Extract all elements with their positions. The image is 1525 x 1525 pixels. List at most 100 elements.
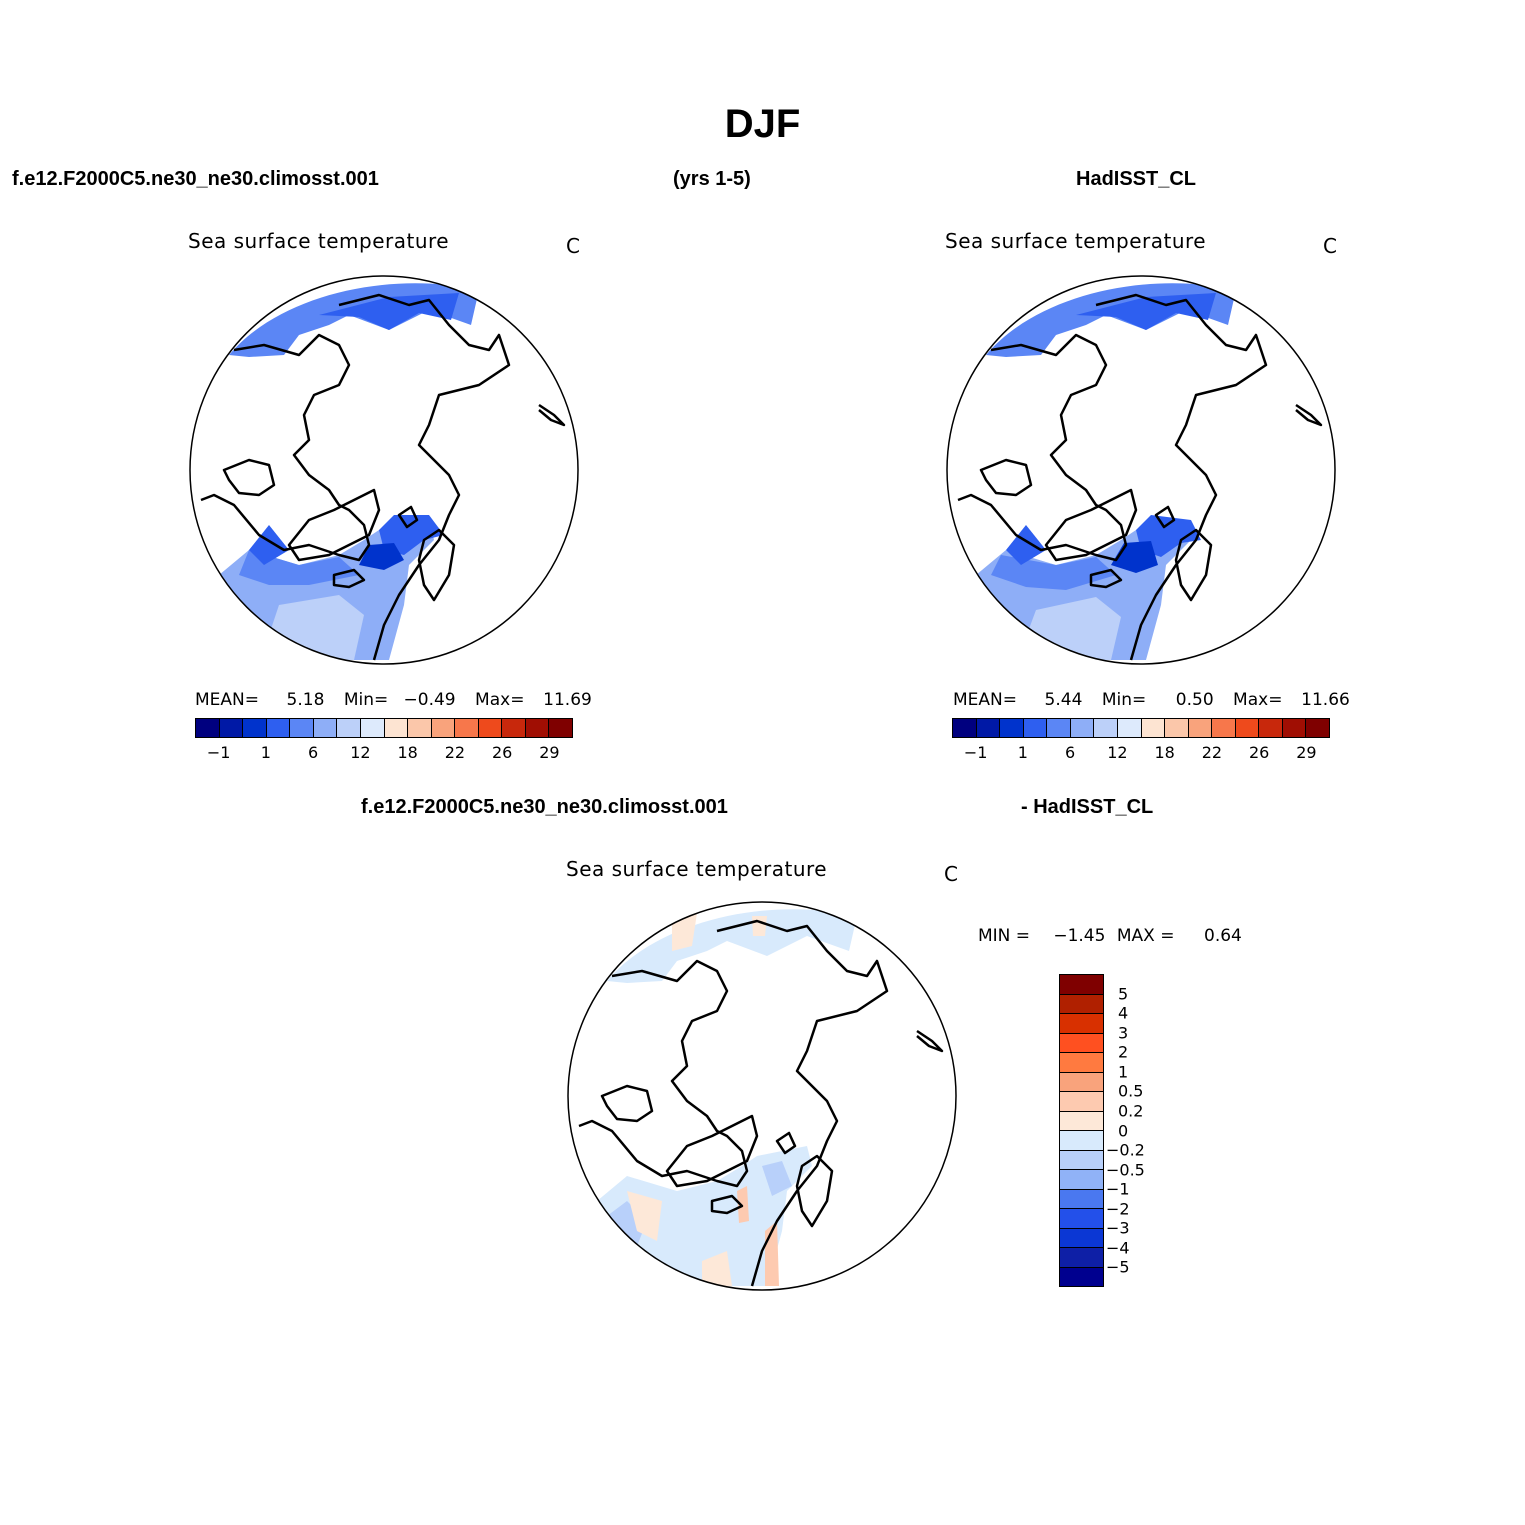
colorbar-swatch <box>313 719 338 737</box>
scandinavia <box>795 1154 834 1228</box>
colorbar-tick-label: 1 <box>1017 743 1028 762</box>
colorbar-swatch <box>953 719 977 737</box>
kamchatka <box>538 403 566 427</box>
nordic-seas-colder <box>359 543 404 570</box>
pacific-diff-region <box>607 909 857 983</box>
colorbar-swatch <box>1060 1189 1103 1209</box>
colorbar-swatch <box>1060 1248 1103 1268</box>
svalbard-diff-warm <box>737 1186 749 1223</box>
diff-obs-header: - HadISST_CL <box>1021 796 1154 818</box>
colorbar-swatch <box>431 719 456 737</box>
colorbar-tick-label: 4 <box>1118 1003 1129 1023</box>
scandinavia <box>417 528 456 602</box>
colorbar-tick-label: 29 <box>539 743 560 762</box>
colorbar-swatch <box>1060 1033 1103 1053</box>
kamchatka <box>916 1029 944 1053</box>
colorbar-swatch <box>1060 1131 1103 1151</box>
min-label: Min= <box>343 690 389 710</box>
max-label: Max= <box>475 690 525 710</box>
colorbar-swatch <box>1259 719 1283 737</box>
colorbar-tick-label: 22 <box>444 743 466 762</box>
diff-polar-map <box>567 901 957 1291</box>
years-header: (yrs 1-5) <box>673 168 751 190</box>
colorbar-swatch <box>1188 719 1213 737</box>
colorbar-swatch <box>1060 1014 1103 1034</box>
colorbar-swatch <box>1060 994 1103 1014</box>
max-value: 11.66 <box>1301 690 1350 710</box>
panel-2-colorbar <box>952 718 1330 738</box>
colorbar-swatch <box>1141 719 1166 737</box>
max-label: Max= <box>1233 690 1283 710</box>
colorbar-swatch <box>1060 1092 1103 1112</box>
colorbar-tick-label: 29 <box>1296 743 1317 762</box>
colorbar-tick-label: 0.2 <box>1118 1101 1144 1121</box>
colorbar-swatch <box>1000 719 1024 737</box>
colorbar-swatch <box>1165 719 1189 737</box>
panel-1-stats: MEAN= 5.18 Min= −0.49 Max= 11.69 <box>195 690 592 710</box>
panel-2-title: Sea surface temperature <box>945 229 1207 253</box>
colorbar-swatch <box>219 719 244 737</box>
colorbar-swatch <box>1060 1228 1103 1248</box>
colorbar-swatch <box>1070 719 1095 737</box>
eurasia-coast <box>716 919 889 1287</box>
max-value: 0.64 <box>1204 926 1242 946</box>
iceland <box>710 1194 744 1215</box>
panel-1-title: Sea surface temperature <box>188 229 450 253</box>
colorbar-swatch <box>502 719 526 737</box>
colorbar-swatch <box>384 719 409 737</box>
colorbar-swatch <box>1094 719 1118 737</box>
mean-label: MEAN= <box>195 690 259 710</box>
colorbar-tick-label: 18 <box>1154 743 1175 762</box>
obs-name-header: HadISST_CL <box>1076 168 1197 190</box>
hudson-bay <box>979 458 1033 497</box>
atlantic-diff-region <box>597 1146 812 1286</box>
eurasia-coast <box>338 293 511 661</box>
colorbar-swatch <box>337 719 361 737</box>
diff-stats: MIN = −1.45 MAX = 0.64 <box>978 926 1242 946</box>
colorbar-tick-label: 0.5 <box>1118 1081 1144 1101</box>
scandinavia <box>1174 528 1213 602</box>
panel-1-colorbar <box>195 718 573 738</box>
max-label: MAX = <box>1116 926 1175 946</box>
greenland <box>287 488 381 562</box>
colorbar-swatch <box>1060 1150 1103 1170</box>
min-label: MIN = <box>978 926 1031 946</box>
colorbar-tick-label: 22 <box>1201 743 1223 762</box>
colorbar-tick-label: 6 <box>1065 743 1076 762</box>
svalbard <box>397 505 419 529</box>
hudson-bay <box>600 1084 654 1123</box>
colorbar-swatch <box>1060 1170 1103 1190</box>
panel-2-stats: MEAN= 5.44 Min= 0.50 Max= 11.66 <box>953 690 1350 710</box>
page-title: DJF <box>724 102 801 146</box>
pacific-diff-warm-2 <box>752 916 767 936</box>
colorbar-tick-label: 0 <box>1118 1121 1129 1140</box>
colorbar-swatch <box>408 719 432 737</box>
colorbar-tick-label: 5 <box>1118 984 1129 1004</box>
colorbar-swatch <box>196 719 220 737</box>
colorbar-tick-label: 3 <box>1118 1023 1129 1043</box>
atlantic-diff-warm <box>627 1191 662 1241</box>
mean-label: MEAN= <box>953 690 1017 710</box>
north-america-coast <box>578 959 749 1188</box>
colorbar-tick-label: 26 <box>491 743 513 762</box>
colorbar-swatch <box>266 719 291 737</box>
labrador-sea-cold <box>249 525 289 565</box>
panel-2-unit: C <box>1323 234 1337 258</box>
colorbar-swatch <box>549 719 572 737</box>
case-name-header: f.e12.F2000C5.ne30_ne30.climosst.001 <box>12 168 379 190</box>
colorbar-tick-label: 6 <box>308 743 319 762</box>
diff-panel-title: Sea surface temperature <box>566 857 828 881</box>
colorbar-swatch <box>1060 975 1103 995</box>
mean-value: 5.18 <box>286 690 325 710</box>
mean-value: 5.44 <box>1044 690 1083 710</box>
colorbar-swatch <box>1212 719 1236 737</box>
colorbar-swatch <box>1282 719 1307 737</box>
pacific-diff-warm <box>672 913 697 951</box>
colorbar-tick-label: −4 <box>1106 1238 1130 1258</box>
colorbar-swatch <box>1060 1111 1103 1131</box>
colorbar-swatch <box>360 719 385 737</box>
colorbar-swatch <box>290 719 314 737</box>
colorbar-tick-label: −0.2 <box>1106 1140 1145 1160</box>
colorbar-tick-label: −1 <box>1106 1179 1130 1199</box>
colorbar-swatch <box>1060 1209 1103 1229</box>
